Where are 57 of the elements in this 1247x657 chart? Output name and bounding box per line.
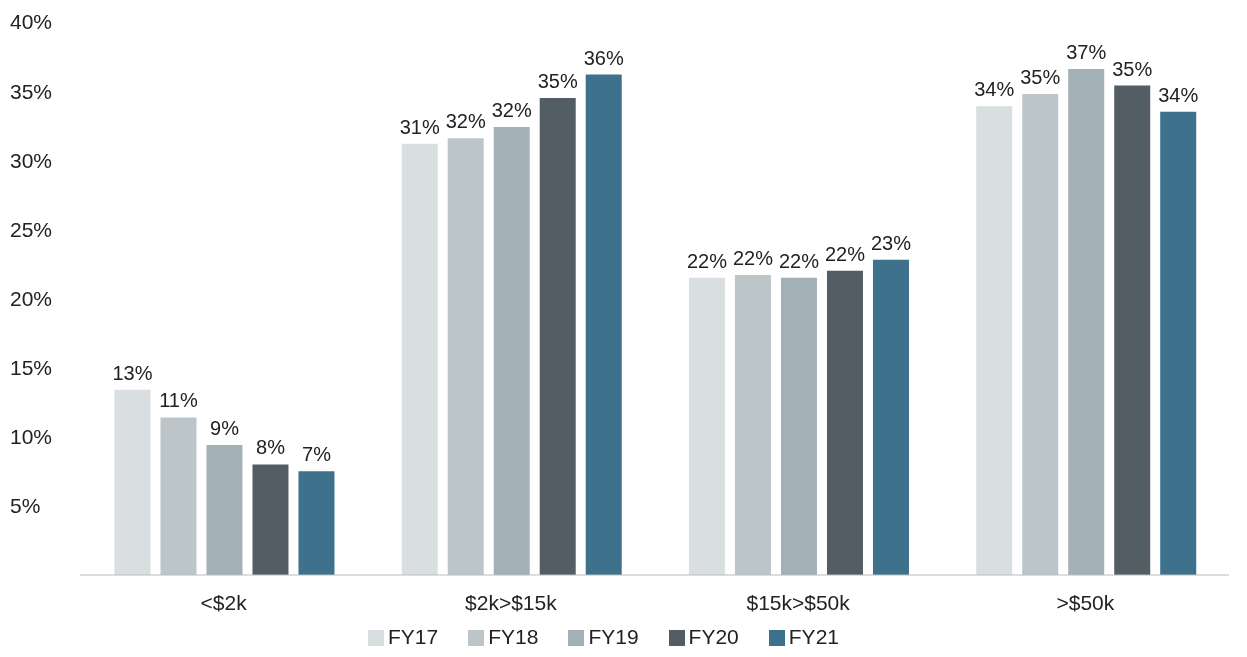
- data-label: 36%: [583, 46, 624, 69]
- legend-label: FY17: [387, 625, 439, 648]
- y-tick-label: 15%: [10, 356, 53, 380]
- bar: [1114, 85, 1151, 575]
- data-label: 32%: [445, 110, 486, 133]
- bar: [493, 127, 530, 575]
- x-tick-label: <$2k: [200, 590, 248, 614]
- data-label: 37%: [1066, 41, 1107, 64]
- bar: [780, 277, 817, 575]
- data-label: 35%: [1020, 65, 1061, 88]
- legend-label: FY20: [688, 625, 739, 648]
- x-tick-label: >$50k: [1056, 590, 1115, 614]
- legend-label: FY19: [588, 625, 639, 648]
- data-label: 8%: [256, 436, 286, 459]
- bar: [585, 74, 622, 575]
- bar: [401, 143, 438, 575]
- data-label: 34%: [974, 78, 1015, 101]
- bar: [688, 277, 725, 575]
- y-tick-label: 35%: [10, 79, 53, 103]
- bar: [826, 270, 863, 575]
- data-label: 7%: [302, 443, 332, 466]
- y-tick-label: 25%: [10, 217, 53, 241]
- y-tick-label: 20%: [10, 286, 53, 310]
- data-label: 22%: [824, 242, 866, 265]
- y-tick-label: 30%: [10, 148, 53, 172]
- bar: [1068, 69, 1105, 575]
- bar: [447, 138, 484, 575]
- data-label: 31%: [399, 115, 440, 138]
- data-label: 35%: [537, 70, 578, 93]
- data-label: 22%: [732, 247, 774, 269]
- data-label: 32%: [491, 99, 532, 122]
- data-label: 35%: [1112, 57, 1153, 80]
- legend-label: FY18: [488, 625, 539, 648]
- y-tick-label: 5%: [10, 494, 41, 518]
- bar: [1160, 111, 1197, 575]
- y-tick-label: 40%: [10, 10, 53, 34]
- bar: [539, 98, 576, 575]
- bar: [734, 275, 771, 575]
- data-label: 9%: [210, 417, 240, 440]
- data-label: 22%: [778, 249, 820, 272]
- data-label: 23%: [870, 231, 912, 254]
- bar: [206, 445, 243, 575]
- bar: [976, 106, 1013, 575]
- bar: [114, 389, 151, 575]
- x-tick-label: $2k>$15k: [465, 590, 558, 614]
- bar: [160, 417, 197, 575]
- bar: [298, 471, 335, 575]
- data-label: 13%: [112, 361, 153, 384]
- data-label: 11%: [159, 389, 198, 412]
- x-tick-label: $15k>$50k: [746, 590, 851, 614]
- bar: [1022, 93, 1059, 575]
- legend-label: FY21: [788, 625, 839, 648]
- y-tick-label: 10%: [10, 425, 53, 449]
- data-label: 22%: [686, 249, 728, 272]
- bar: [252, 464, 289, 575]
- bar: [872, 259, 909, 575]
- data-label: 34%: [1158, 83, 1199, 106]
